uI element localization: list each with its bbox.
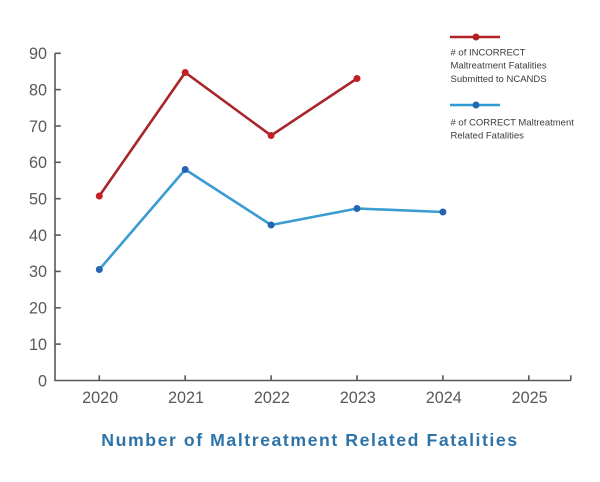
svg-text:2025: 2025	[512, 389, 548, 407]
svg-text:0: 0	[38, 372, 47, 390]
svg-text:40: 40	[29, 227, 47, 245]
svg-text:70: 70	[29, 118, 47, 136]
svg-text:Related Fatalities: Related Fatalities	[451, 131, 525, 142]
svg-text:80: 80	[29, 81, 47, 99]
svg-text:90: 90	[29, 45, 47, 63]
svg-text:20: 20	[29, 300, 47, 318]
svg-text:30: 30	[29, 263, 47, 281]
svg-text:2022: 2022	[254, 389, 290, 407]
svg-text:2024: 2024	[426, 389, 462, 407]
svg-text:10: 10	[29, 336, 47, 354]
svg-text:Submitted to NCANDS: Submitted to NCANDS	[451, 74, 547, 85]
svg-text:2020: 2020	[82, 389, 118, 407]
svg-text:60: 60	[29, 154, 47, 172]
svg-text:50: 50	[29, 191, 47, 209]
svg-text:Maltreatment Fatalities: Maltreatment Fatalities	[451, 61, 547, 72]
svg-text:# of INCORRECT: # of INCORRECT	[451, 48, 526, 59]
svg-text:2023: 2023	[340, 389, 376, 407]
svg-text:2021: 2021	[168, 389, 204, 407]
svg-text:# of CORRECT Maltreatment: # of CORRECT Maltreatment	[451, 118, 575, 129]
svg-text:Number of Maltreatment Related: Number of Maltreatment Related Fatalitie…	[101, 430, 518, 450]
